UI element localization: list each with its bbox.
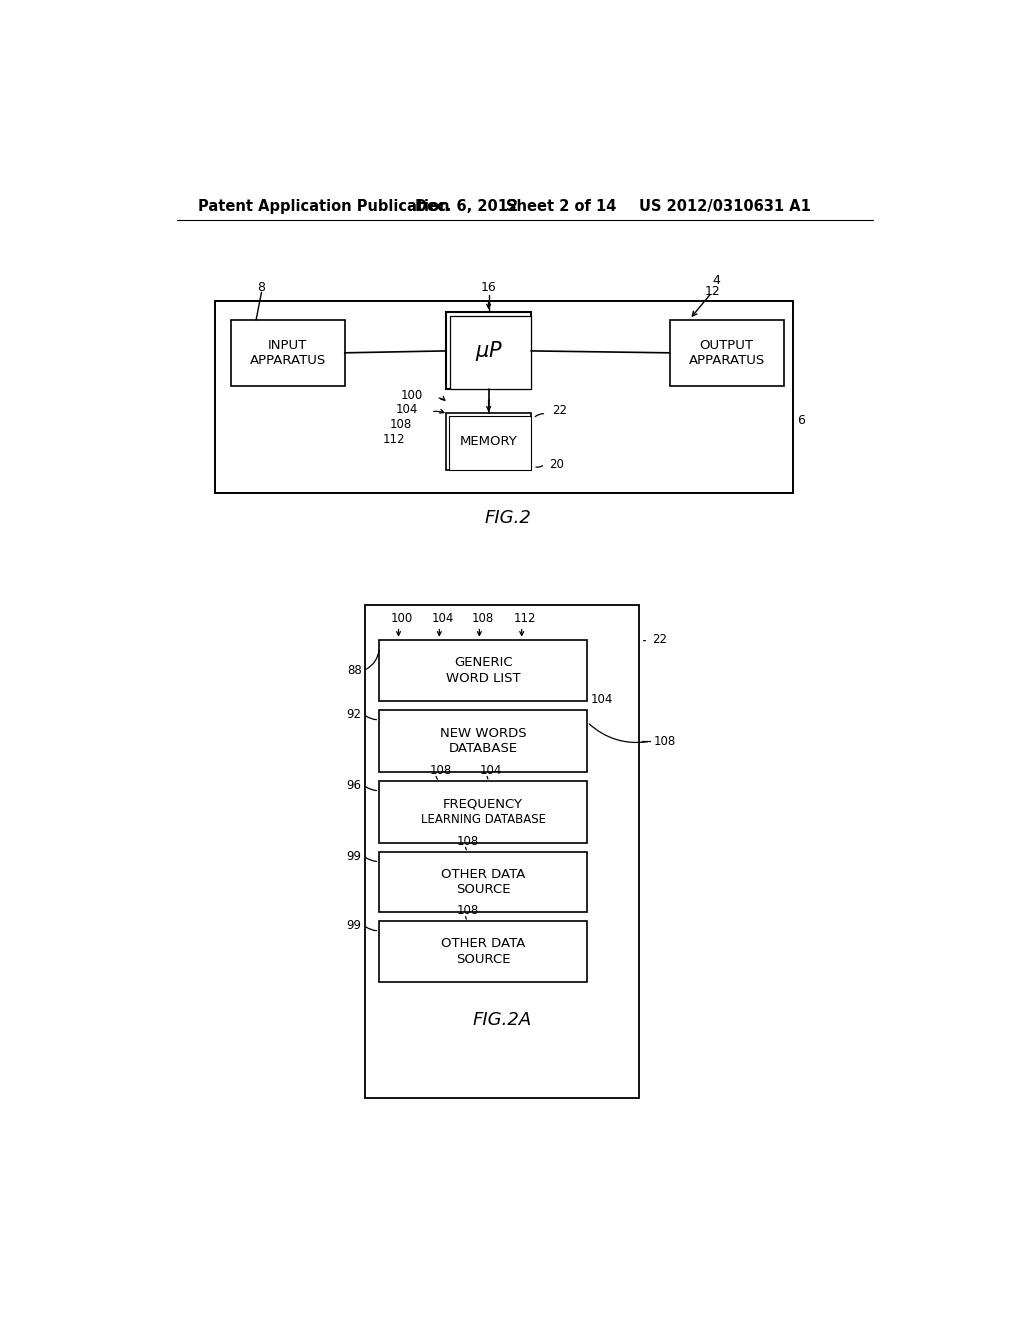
Text: 99: 99 [346,850,361,862]
Text: 108: 108 [457,904,478,917]
Bar [379,781,587,843]
Text: 99: 99 [346,919,361,932]
Text: 108: 108 [429,764,452,777]
Text: OUTPUT: OUTPUT [699,339,754,351]
Text: 104: 104 [479,764,502,777]
Text: Patent Application Publication: Patent Application Publication [199,198,450,214]
Bar [670,321,783,385]
Text: 92: 92 [346,708,361,721]
Text: 108: 108 [472,612,494,626]
Bar [215,301,793,494]
Text: 112: 112 [514,612,537,626]
Text: 6: 6 [798,413,805,426]
Bar [379,640,587,701]
Bar [379,921,587,982]
Bar [366,605,639,1098]
Text: 104: 104 [432,612,454,626]
Text: LEARNING DATABASE: LEARNING DATABASE [421,813,546,826]
Text: 108: 108 [457,834,478,847]
Text: 104: 104 [395,403,418,416]
Text: $\mu$P: $\mu$P [474,339,503,363]
Bar [446,313,531,389]
Bar [446,412,531,470]
Text: 108: 108 [389,418,412,432]
Text: 100: 100 [391,612,413,626]
Text: NEW WORDS: NEW WORDS [440,727,526,741]
Text: 4: 4 [713,273,721,286]
Text: WORD LIST: WORD LIST [445,672,520,685]
Text: APPARATUS: APPARATUS [250,354,326,367]
Text: 100: 100 [401,389,423,403]
Text: SOURCE: SOURCE [456,953,511,966]
Bar [379,710,587,772]
Bar [451,317,531,389]
Text: SOURCE: SOURCE [456,883,511,896]
Text: 22: 22 [652,634,668,647]
Text: OTHER DATA: OTHER DATA [441,937,525,950]
Text: Dec. 6, 2012: Dec. 6, 2012 [416,198,518,214]
Text: 112: 112 [383,433,406,446]
Bar [230,321,345,385]
Text: 20: 20 [550,458,564,471]
Text: Sheet 2 of 14: Sheet 2 of 14 [506,198,615,214]
Text: OTHER DATA: OTHER DATA [441,869,525,880]
Text: 104: 104 [591,693,613,706]
Text: INPUT: INPUT [268,339,307,351]
Text: 22: 22 [553,404,567,417]
Text: APPARATUS: APPARATUS [688,354,765,367]
Text: FIG.2: FIG.2 [484,510,531,527]
Text: FIG.2A: FIG.2A [472,1011,531,1030]
Text: 108: 108 [654,735,677,748]
Text: DATABASE: DATABASE [449,742,518,755]
Text: 8: 8 [258,281,265,294]
Text: FREQUENCY: FREQUENCY [443,797,523,810]
Text: 16: 16 [480,281,497,294]
Bar [450,416,531,470]
Bar [379,853,587,912]
Text: 12: 12 [705,285,720,298]
Text: MEMORY: MEMORY [460,434,517,447]
Text: 88: 88 [347,664,361,677]
Text: US 2012/0310631 A1: US 2012/0310631 A1 [639,198,811,214]
Text: GENERIC: GENERIC [454,656,513,669]
Text: 96: 96 [346,779,361,792]
